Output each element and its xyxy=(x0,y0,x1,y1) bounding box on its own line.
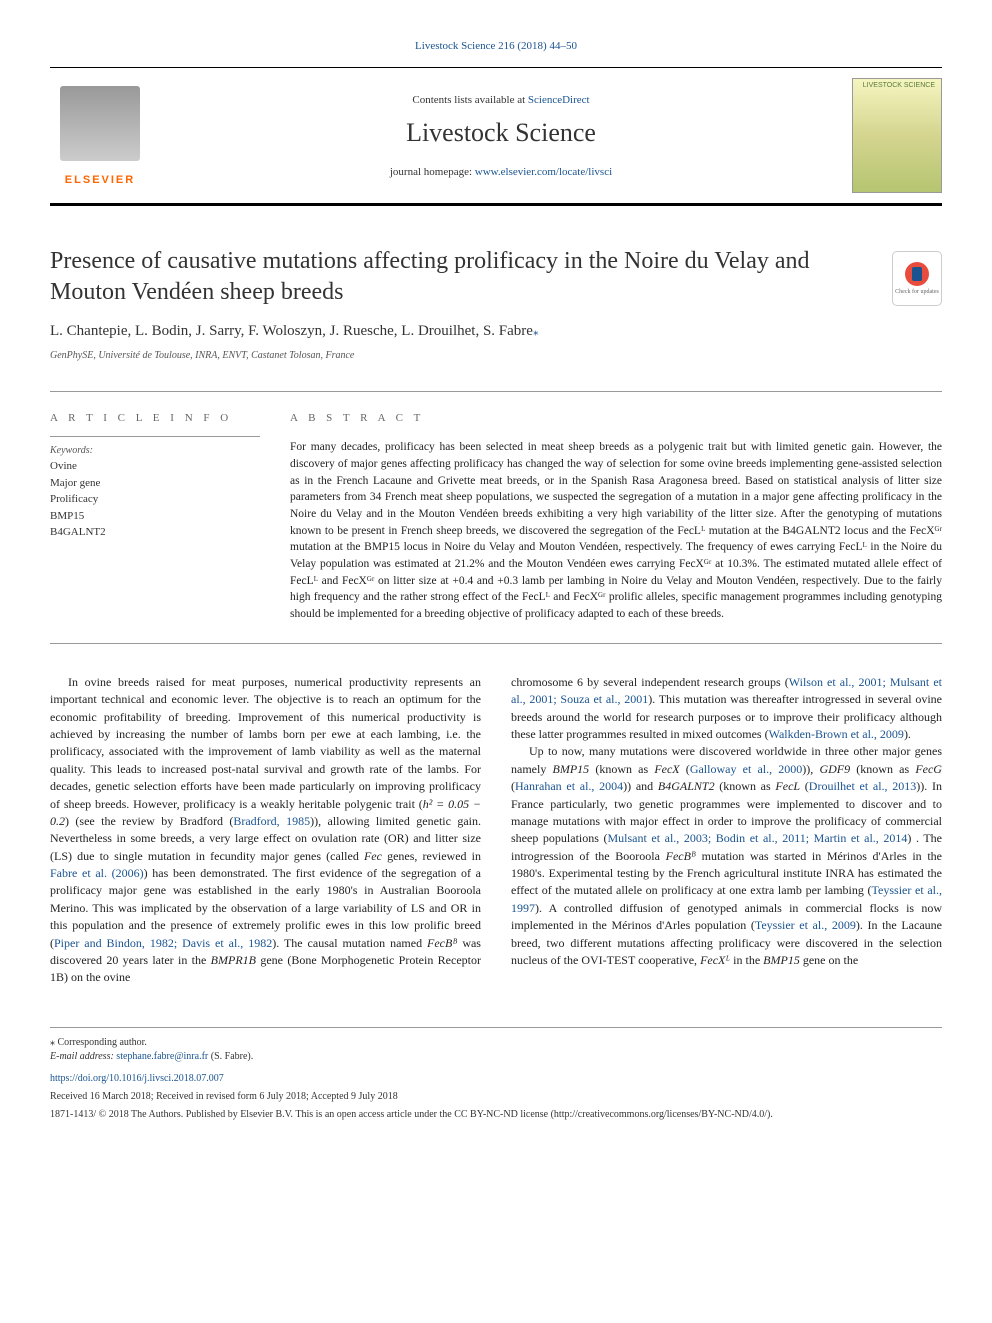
contents-prefix: Contents lists available at xyxy=(412,94,527,106)
gene-name: BMP15 xyxy=(763,953,800,967)
body-text: In ovine breeds raised for meat purposes… xyxy=(50,675,481,811)
keyword: Ovine xyxy=(50,458,260,475)
authors-text: L. Chantepie, L. Bodin, J. Sarry, F. Wol… xyxy=(50,323,533,339)
homepage-prefix: journal homepage: xyxy=(390,166,475,178)
email-label: E-mail address: xyxy=(50,1051,116,1062)
keyword: BMP15 xyxy=(50,508,260,525)
journal-header: ELSEVIER Contents lists available at Sci… xyxy=(50,67,942,206)
elsevier-label: ELSEVIER xyxy=(65,174,135,186)
elsevier-logo: ELSEVIER xyxy=(50,81,150,191)
cover-label: LIVESTOCK SCIENCE xyxy=(856,82,938,89)
article-title: Presence of causative mutations affectin… xyxy=(50,246,942,308)
body-text: ). xyxy=(904,727,911,741)
abstract-section: A B S T R A C T For many decades, prolif… xyxy=(290,412,942,622)
citation-link[interactable]: Fabre et al. (2006) xyxy=(50,866,144,880)
homepage-line: journal homepage: www.elsevier.com/locat… xyxy=(150,166,852,178)
body-text: (known as xyxy=(715,779,776,793)
gene-name: GDF9 xyxy=(819,762,850,776)
email-line: E-mail address: stephane.fabre@inra.fr (… xyxy=(50,1050,942,1064)
body-text: genes, reviewed in xyxy=(382,849,481,863)
page-footer: ⁎ Corresponding author. E-mail address: … xyxy=(50,1027,942,1122)
corresponding-marker: ⁎ xyxy=(533,326,539,338)
body-text: ( xyxy=(800,779,809,793)
citation-link[interactable]: Hanrahan et al., 2004 xyxy=(515,779,623,793)
gene-name: BMPR1B xyxy=(211,953,256,967)
gene-name: FecX xyxy=(654,762,679,776)
gene-name: BMP15 xyxy=(553,762,590,776)
authors-line: L. Chantepie, L. Bodin, J. Sarry, F. Wol… xyxy=(50,323,942,340)
doi-link[interactable]: https://doi.org/10.1016/j.livsci.2018.07… xyxy=(50,1072,942,1086)
abstract-text: For many decades, prolificacy has been s… xyxy=(290,439,942,622)
body-text: (known as xyxy=(589,762,654,776)
email-suffix: (S. Fabre). xyxy=(208,1051,253,1062)
gene-name: FecG xyxy=(915,762,942,776)
keywords-label: Keywords: xyxy=(50,445,260,456)
body-text: In ovine breeds raised for meat purposes… xyxy=(50,674,942,987)
gene-name: Fec xyxy=(364,849,382,863)
corresponding-author-note: ⁎ Corresponding author. xyxy=(50,1036,942,1050)
check-updates-text: Check for updates xyxy=(895,289,939,296)
article-info-sidebar: A R T I C L E I N F O Keywords: Ovine Ma… xyxy=(50,412,260,622)
issn-copyright: 1871-1413/ © 2018 The Authors. Published… xyxy=(50,1108,942,1122)
elsevier-tree-icon xyxy=(60,86,140,161)
sciencedirect-link[interactable]: ScienceDirect xyxy=(528,94,590,106)
journal-cover-thumbnail: LIVESTOCK SCIENCE xyxy=(852,78,942,193)
gene-name: FecBᴮ xyxy=(666,849,696,863)
affiliation: GenPhySE, Université de Toulouse, INRA, … xyxy=(50,350,942,361)
gene-name: FecL xyxy=(775,779,800,793)
journal-name: Livestock Science xyxy=(150,118,852,148)
check-updates-badge[interactable]: Check for updates xyxy=(892,251,942,306)
body-text: ) (see the review by Bradford ( xyxy=(65,814,233,828)
crossmark-icon xyxy=(905,262,929,286)
email-link[interactable]: stephane.fabre@inra.fr xyxy=(116,1051,208,1062)
body-text: (known as xyxy=(850,762,915,776)
body-text: )) and xyxy=(623,779,658,793)
gene-name: B4GALNT2 xyxy=(658,779,715,793)
keyword: B4GALNT2 xyxy=(50,524,260,541)
keyword: Major gene xyxy=(50,475,260,492)
journal-reference: Livestock Science 216 (2018) 44–50 xyxy=(50,40,942,52)
citation-link[interactable]: Mulsant et al., 2003; Bodin et al., 2011… xyxy=(607,831,907,845)
gene-name: FecXᴸ xyxy=(700,953,730,967)
keyword: Prolificacy xyxy=(50,491,260,508)
received-dates: Received 16 March 2018; Received in revi… xyxy=(50,1090,942,1104)
column-right: chromosome 6 by several independent rese… xyxy=(511,674,942,987)
body-text: in the xyxy=(730,953,763,967)
citation-link[interactable]: Teyssier et al., 2009 xyxy=(755,918,856,932)
body-text: gene on the xyxy=(800,953,858,967)
abstract-header: A B S T R A C T xyxy=(290,412,942,424)
citation-link[interactable]: Drouilhet et al., 2013 xyxy=(809,779,916,793)
column-left: In ovine breeds raised for meat purposes… xyxy=(50,674,481,987)
gene-name: FecBᴮ xyxy=(427,936,457,950)
article-info-header: A R T I C L E I N F O xyxy=(50,412,260,424)
body-text: ( xyxy=(680,762,690,776)
citation-link[interactable]: Piper and Bindon, 1982; Davis et al., 19… xyxy=(54,936,272,950)
body-text: chromosome 6 by several independent rese… xyxy=(511,675,789,689)
citation-link[interactable]: Galloway et al., 2000 xyxy=(690,762,802,776)
body-text: )), xyxy=(802,762,819,776)
citation-link[interactable]: Bradford, 1985 xyxy=(233,814,310,828)
homepage-link[interactable]: www.elsevier.com/locate/livsci xyxy=(475,166,612,178)
title-text: Presence of causative mutations affectin… xyxy=(50,248,810,305)
citation-link[interactable]: Walkden-Brown et al., 2009 xyxy=(769,727,904,741)
contents-line: Contents lists available at ScienceDirec… xyxy=(150,94,852,106)
body-text: ). The causal mutation named xyxy=(272,936,427,950)
